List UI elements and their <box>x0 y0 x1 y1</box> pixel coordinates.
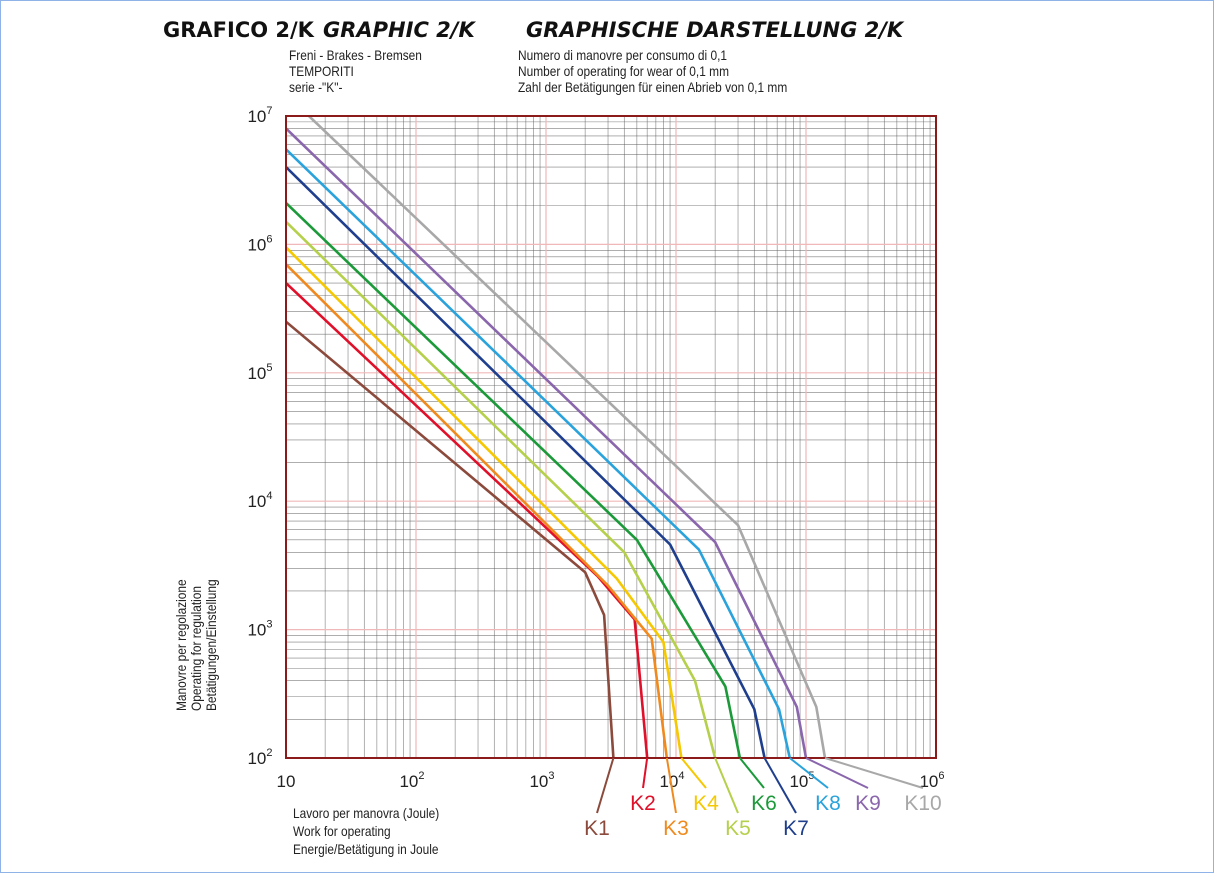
series-label-k6: K6 <box>751 792 777 815</box>
series-line-k5 <box>286 220 717 758</box>
title-german: GRAPHISCHE DARSTELLUNG 2/K <box>526 18 904 42</box>
series-leader-k6 <box>739 757 765 789</box>
series-label-k5: K5 <box>725 817 751 840</box>
y-tick-label: 103 <box>247 619 272 640</box>
series-leader-k3 <box>665 757 677 814</box>
series-label-k3: K3 <box>663 817 689 840</box>
series-leader-k8 <box>789 757 829 789</box>
series-leader-k9 <box>805 757 869 789</box>
plot-frame <box>285 115 937 759</box>
series-line-k2 <box>286 282 649 758</box>
header-right-line-3: Zahl der Betätigungen für einen Abrieb v… <box>518 79 788 95</box>
y-tick-label: 102 <box>247 747 272 768</box>
series-line-k1 <box>286 320 615 758</box>
x-tick-label: 102 <box>399 770 424 791</box>
x-tick-label: 104 <box>659 770 684 791</box>
series-label-k10: K10 <box>904 792 941 815</box>
title-italian: GRAFICO 2/K <box>163 18 314 42</box>
series-leader-k2 <box>642 757 649 789</box>
series-leader-k4 <box>680 757 707 789</box>
series-leader-k10 <box>824 757 924 789</box>
x-tick-label: 103 <box>529 770 554 791</box>
series-group <box>286 116 827 758</box>
series-leader-k1 <box>596 757 615 814</box>
series-line-k7 <box>286 166 766 758</box>
series-label-k4: K4 <box>693 792 719 815</box>
series-line-k9 <box>286 127 808 758</box>
header-right-line-1: Numero di manovre per consumo di 0,1 <box>518 47 728 63</box>
grid-group <box>286 116 936 758</box>
x-axis-label: Lavoro per manovra (Joule) Work for oper… <box>293 804 465 858</box>
x-axis-label-line-1: Lavoro per manovra (Joule) <box>293 805 440 821</box>
series-leader-k7 <box>763 757 797 814</box>
series-line-k3 <box>286 263 669 758</box>
series-line-k8 <box>286 148 792 758</box>
series-label-k8: K8 <box>815 792 841 815</box>
y-tick-label: 107 <box>247 105 272 126</box>
series-label-k9: K9 <box>855 792 881 815</box>
header-left-line-1: Freni - Brakes - Bremsen <box>289 47 422 63</box>
series-line-k4 <box>286 246 683 758</box>
x-tick-label: 10 <box>277 772 296 791</box>
header-left-line-2: TEMPORITI <box>289 63 354 79</box>
x-axis-label-line-3: Energie/Betätigung in Joule <box>293 841 439 857</box>
series-leader-k5 <box>714 757 739 814</box>
series-label-k7: K7 <box>783 817 809 840</box>
title-english: GRAPHIC 2/K <box>323 18 475 42</box>
x-axis-label-line-2: Work for operating <box>293 823 391 839</box>
x-tick-label: 105 <box>789 770 814 791</box>
x-tick-label: 106 <box>919 770 944 791</box>
series-line-k6 <box>286 202 742 758</box>
series-line-k10 <box>308 116 827 758</box>
header-right-line-2: Number of operating for wear of 0,1 mm <box>518 63 729 79</box>
y-tick-label: 104 <box>247 490 272 511</box>
y-tick-label: 105 <box>247 362 272 383</box>
y-tick-label: 106 <box>247 233 272 254</box>
series-label-k1: K1 <box>584 817 610 840</box>
header-left-line-3: serie -"K"- <box>289 79 343 95</box>
series-label-k2: K2 <box>630 792 656 815</box>
